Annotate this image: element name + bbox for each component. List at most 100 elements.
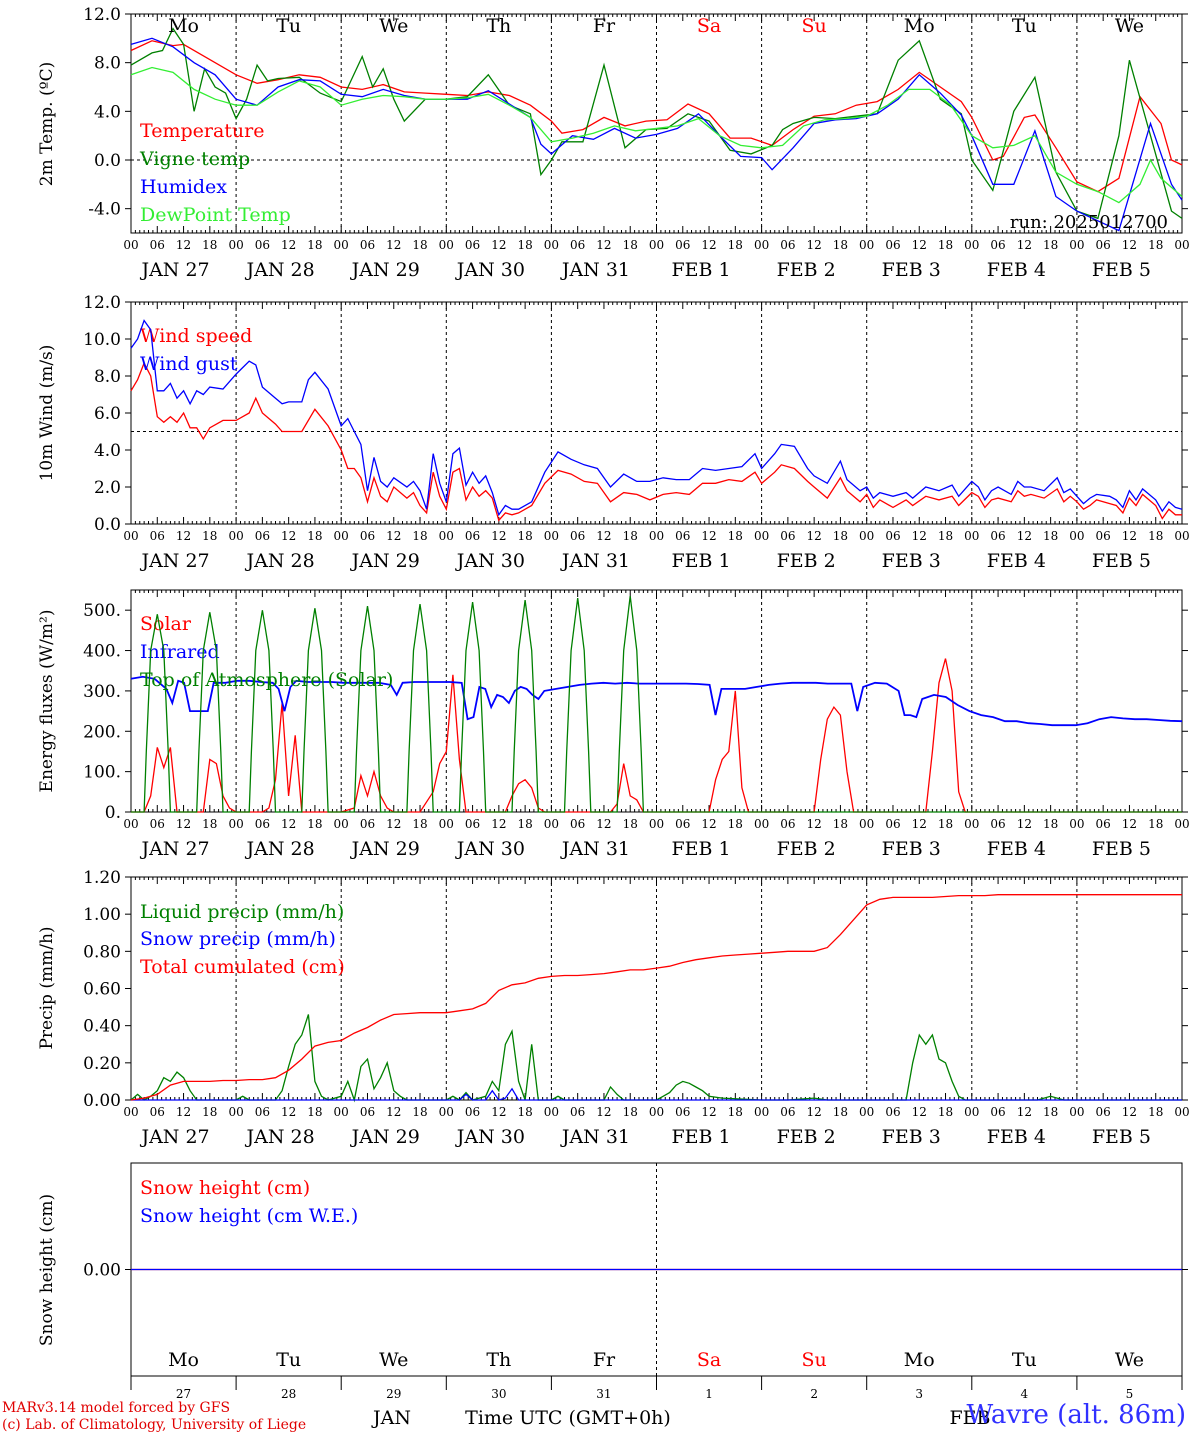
hour-label: 00 [123,1105,138,1119]
y-tick-label: 300. [83,682,121,702]
hour-label: 18 [412,817,427,831]
series-line-3 [131,596,1182,813]
weekday-label: Fr [593,1349,616,1371]
y-axis-label: Snow height (cm) [37,1194,57,1346]
y-tick-label: 0.0 [94,151,121,171]
hour-label: 18 [728,817,743,831]
hour-label: 12 [701,238,716,252]
date-label: FEB 2 [777,1126,836,1148]
hour-label: 12 [386,238,401,252]
hour-label: 06 [360,238,375,252]
hour-label: 00 [859,817,874,831]
hour-label: 06 [465,529,480,543]
hour-label: 18 [307,529,322,543]
hour-label: 12 [176,1105,191,1119]
hour-label: 06 [885,1105,900,1119]
panel-2: 0.0 2.0 4.0 6.0 8.0 10.0 12.0 10m Wind (m/s) Win… [37,293,1190,572]
hour-label: 00 [228,238,243,252]
hour-label: 12 [1122,817,1137,831]
series-line-1 [130,40,1183,193]
hour-label: 06 [990,529,1005,543]
y-tick-label: 500. [83,601,121,621]
month-label: FEB [949,1407,990,1429]
weekday-label: We [379,1349,408,1371]
hour-label: 18 [517,817,532,831]
date-label: JAN 31 [560,259,630,281]
panel-3: 0. 100. 200. 300. 400. 500. Energy fluxes (W/m… [37,589,1190,860]
hour-label: 06 [570,238,585,252]
hour-label: 12 [912,817,927,831]
date-label: JAN 28 [245,259,315,281]
hour-label: 00 [964,238,979,252]
day-number-label: 30 [491,1387,506,1401]
y-tick-label: 8.0 [94,54,121,74]
y-tick-label: 4.0 [94,441,121,461]
date-label: JAN 30 [455,1126,525,1148]
y-axis-label: Precip (mm/h) [37,926,57,1049]
hour-label: 00 [754,529,769,543]
weekday-label: Mo [904,1349,935,1371]
y-tick-label: 200. [83,722,121,742]
hour-label: 06 [570,1105,585,1119]
hour-label: 12 [1017,238,1032,252]
hour-label: 18 [728,529,743,543]
hour-label: 18 [1148,238,1163,252]
hour-label: 06 [150,1105,165,1119]
hour-label: 18 [307,817,322,831]
weekday-label: Tu [1012,15,1037,37]
credit-line-2: (c) Lab. of Climatology, University of L… [2,1417,307,1433]
hour-label: 12 [281,529,296,543]
hour-label: 12 [596,1105,611,1119]
hour-label: 06 [885,529,900,543]
hour-label: 12 [176,817,191,831]
hour-label: 00 [1069,1105,1084,1119]
hour-label: 18 [202,238,217,252]
hour-label: 06 [990,817,1005,831]
hour-label: 18 [623,238,638,252]
hour-label: 12 [912,238,927,252]
day-number-label: 2 [810,1387,818,1401]
date-label: FEB 5 [1092,550,1151,572]
hour-label: 12 [386,529,401,543]
y-tick-label: 0.80 [83,942,121,962]
hour-label: 18 [833,817,848,831]
hour-label: 12 [1017,817,1032,831]
hour-label: 18 [728,238,743,252]
hour-label: 00 [1069,817,1084,831]
date-label: FEB 1 [671,1126,730,1148]
hour-label: 18 [1148,1105,1163,1119]
date-label: FEB 5 [1092,838,1151,860]
hour-label: 00 [544,529,559,543]
hour-label: 18 [412,238,427,252]
hour-label: 00 [544,817,559,831]
hour-label: 00 [859,1105,874,1119]
date-label: JAN 27 [139,259,209,281]
date-label: FEB 2 [777,259,836,281]
hour-label: 18 [202,1105,217,1119]
hour-label: 06 [1096,529,1111,543]
hour-label: 06 [675,817,690,831]
hour-label: 18 [307,238,322,252]
hour-label: 12 [1122,529,1137,543]
hour-label: 06 [360,817,375,831]
date-label: JAN 28 [245,838,315,860]
day-number-label: 5 [1126,1387,1134,1401]
hour-label: 06 [360,529,375,543]
hour-label: 18 [938,817,953,831]
weekday-label: Th [486,15,511,37]
y-tick-label: 8.0 [94,367,121,387]
hour-label: 12 [176,529,191,543]
hour-label: 18 [938,1105,953,1119]
series-line-2 [130,675,1183,727]
date-label: JAN 29 [350,1126,420,1148]
day-number-label: 1 [705,1387,713,1401]
panel-1: -4.0 0.0 4.0 8.0 12.0 2m Temp. (ºC) Temperatur… [37,5,1190,281]
hour-label: 00 [123,238,138,252]
hour-label: 18 [412,529,427,543]
hour-label: 00 [649,529,664,543]
hour-label: 18 [1148,817,1163,831]
hour-label: 06 [255,817,270,831]
hour-label: 00 [334,1105,349,1119]
legend-entry: Snow height (cm W.E.) [140,1205,358,1227]
legend-entry: Infrared [140,641,220,663]
